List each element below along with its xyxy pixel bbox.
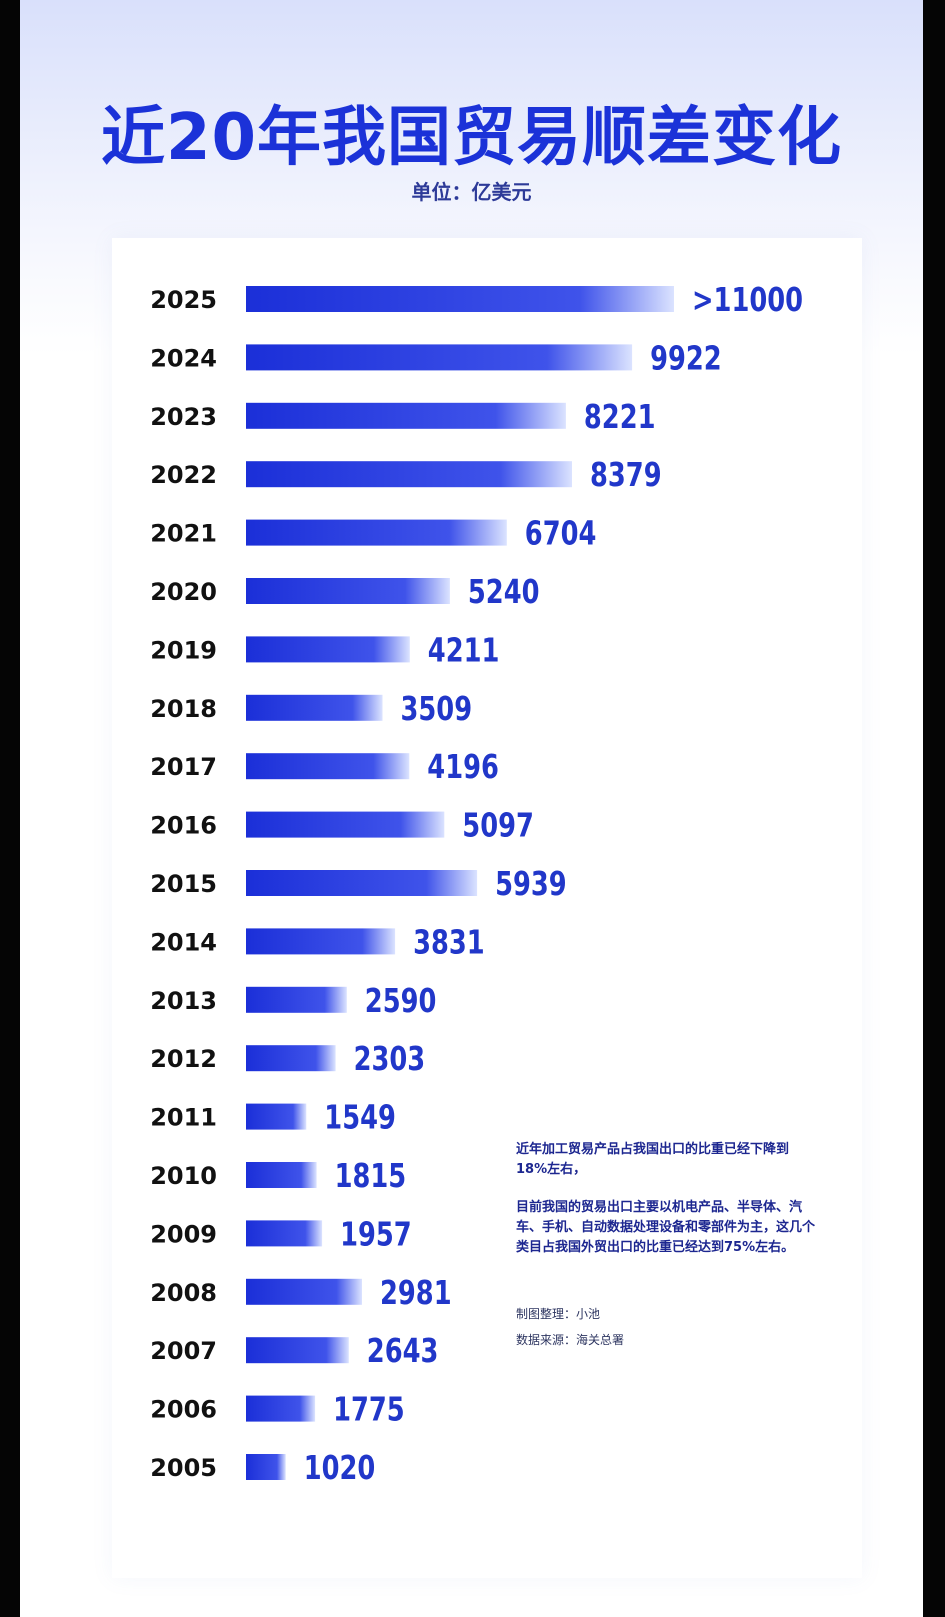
bar-2007: [246, 1337, 349, 1364]
trade-surplus-bar-chart: 2025 >11000 2024 9922 2023 8221 2022 8379 2021 67…: [150, 281, 803, 1487]
year-label-2022: 2022: [150, 461, 217, 489]
value-label-2023: 8221: [584, 398, 656, 436]
value-label-2024: 9922: [650, 339, 722, 377]
year-label-2020: 2020: [150, 578, 217, 606]
bar-2008: [246, 1278, 362, 1305]
year-label-2005: 2005: [150, 1454, 217, 1482]
year-label-2015: 2015: [150, 870, 217, 898]
year-label-2021: 2021: [150, 520, 217, 548]
chart-subtitle: 单位：亿美元: [411, 180, 532, 204]
year-label-2008: 2008: [150, 1279, 217, 1307]
value-label-2020: 5240: [468, 573, 540, 611]
value-label-2011: 1549: [324, 1098, 396, 1136]
value-label-2007: 2643: [367, 1332, 439, 1370]
chart-title: 近20年我国贸易顺差变化: [100, 101, 843, 175]
year-label-2019: 2019: [150, 636, 217, 664]
bar-2005: [246, 1454, 286, 1480]
year-label-2017: 2017: [150, 753, 217, 781]
bar-2019: [246, 636, 410, 663]
year-label-2007: 2007: [150, 1337, 217, 1365]
value-label-2022: 8379: [590, 456, 662, 494]
bar-2012: [246, 1045, 336, 1072]
value-label-2010: 1815: [335, 1157, 407, 1195]
value-label-2012: 2303: [354, 1040, 426, 1078]
right-black-strip: [923, 0, 945, 1617]
value-label-2017: 4196: [427, 748, 499, 786]
value-label-2009: 1957: [340, 1215, 412, 1253]
bar-2025: [246, 286, 674, 312]
bar-2018: [246, 694, 383, 721]
year-label-2023: 2023: [150, 403, 217, 431]
bar-2009: [246, 1220, 323, 1247]
bar-2024: [246, 344, 633, 371]
year-label-2013: 2013: [150, 987, 217, 1015]
value-label-2008: 2981: [380, 1274, 452, 1312]
bar-2020: [246, 578, 450, 604]
value-label-2014: 3831: [413, 923, 485, 961]
chart-credit: 制图整理：小池: [516, 1307, 601, 1321]
infographic-canvas: 近20年我国贸易顺差变化 单位：亿美元 2025 >11000 2024 9922 20…: [20, 0, 923, 1617]
bar-2006: [246, 1395, 316, 1422]
bar-2015: [246, 870, 478, 896]
bar-2022: [246, 461, 572, 488]
bar-2010: [246, 1162, 317, 1188]
left-black-strip: [0, 0, 20, 1617]
value-label-2016: 5097: [462, 806, 534, 844]
bars-layer: 2025 >11000 2024 9922 2023 8221 2022 8379 2021 67…: [150, 281, 803, 1487]
note-block: 近年加工贸易产品占我国出口的比重已经下降到18%左右， 目前我国的贸易出口主要以…: [516, 1140, 816, 1276]
year-label-2011: 2011: [150, 1104, 217, 1132]
data-source: 数据来源：海关总署: [516, 1333, 625, 1347]
year-label-2025: 2025: [150, 286, 217, 314]
value-label-2019: 4211: [428, 631, 500, 669]
note-line-1: 近年加工贸易产品占我国出口的比重已经下降到18%左右，: [516, 1142, 790, 1177]
value-label-2006: 1775: [333, 1390, 405, 1428]
value-label-2021: 6704: [525, 514, 597, 552]
bar-2013: [246, 986, 347, 1013]
note-line-2: 目前我国的贸易出口主要以机电产品、半导体、汽车、手机、自动数据处理设备和零部件为…: [516, 1200, 816, 1255]
year-label-2024: 2024: [150, 344, 217, 372]
bar-2011: [246, 1103, 307, 1130]
year-label-2010: 2010: [150, 1162, 217, 1190]
year-label-2009: 2009: [150, 1220, 217, 1248]
value-label-2018: 3509: [401, 690, 473, 728]
year-label-2012: 2012: [150, 1045, 217, 1073]
value-label-2005: 1020: [304, 1449, 376, 1487]
bar-2021: [246, 519, 507, 546]
year-label-2016: 2016: [150, 812, 217, 840]
bar-2014: [246, 928, 396, 955]
year-label-2014: 2014: [150, 928, 217, 956]
value-label-2015: 5939: [495, 865, 567, 903]
bar-2023: [246, 402, 566, 429]
value-label-2013: 2590: [365, 982, 437, 1020]
bar-2016: [246, 811, 445, 838]
year-label-2006: 2006: [150, 1396, 217, 1424]
bar-2017: [246, 753, 410, 780]
year-label-2018: 2018: [150, 695, 217, 723]
value-label-2025: >11000: [692, 281, 803, 319]
